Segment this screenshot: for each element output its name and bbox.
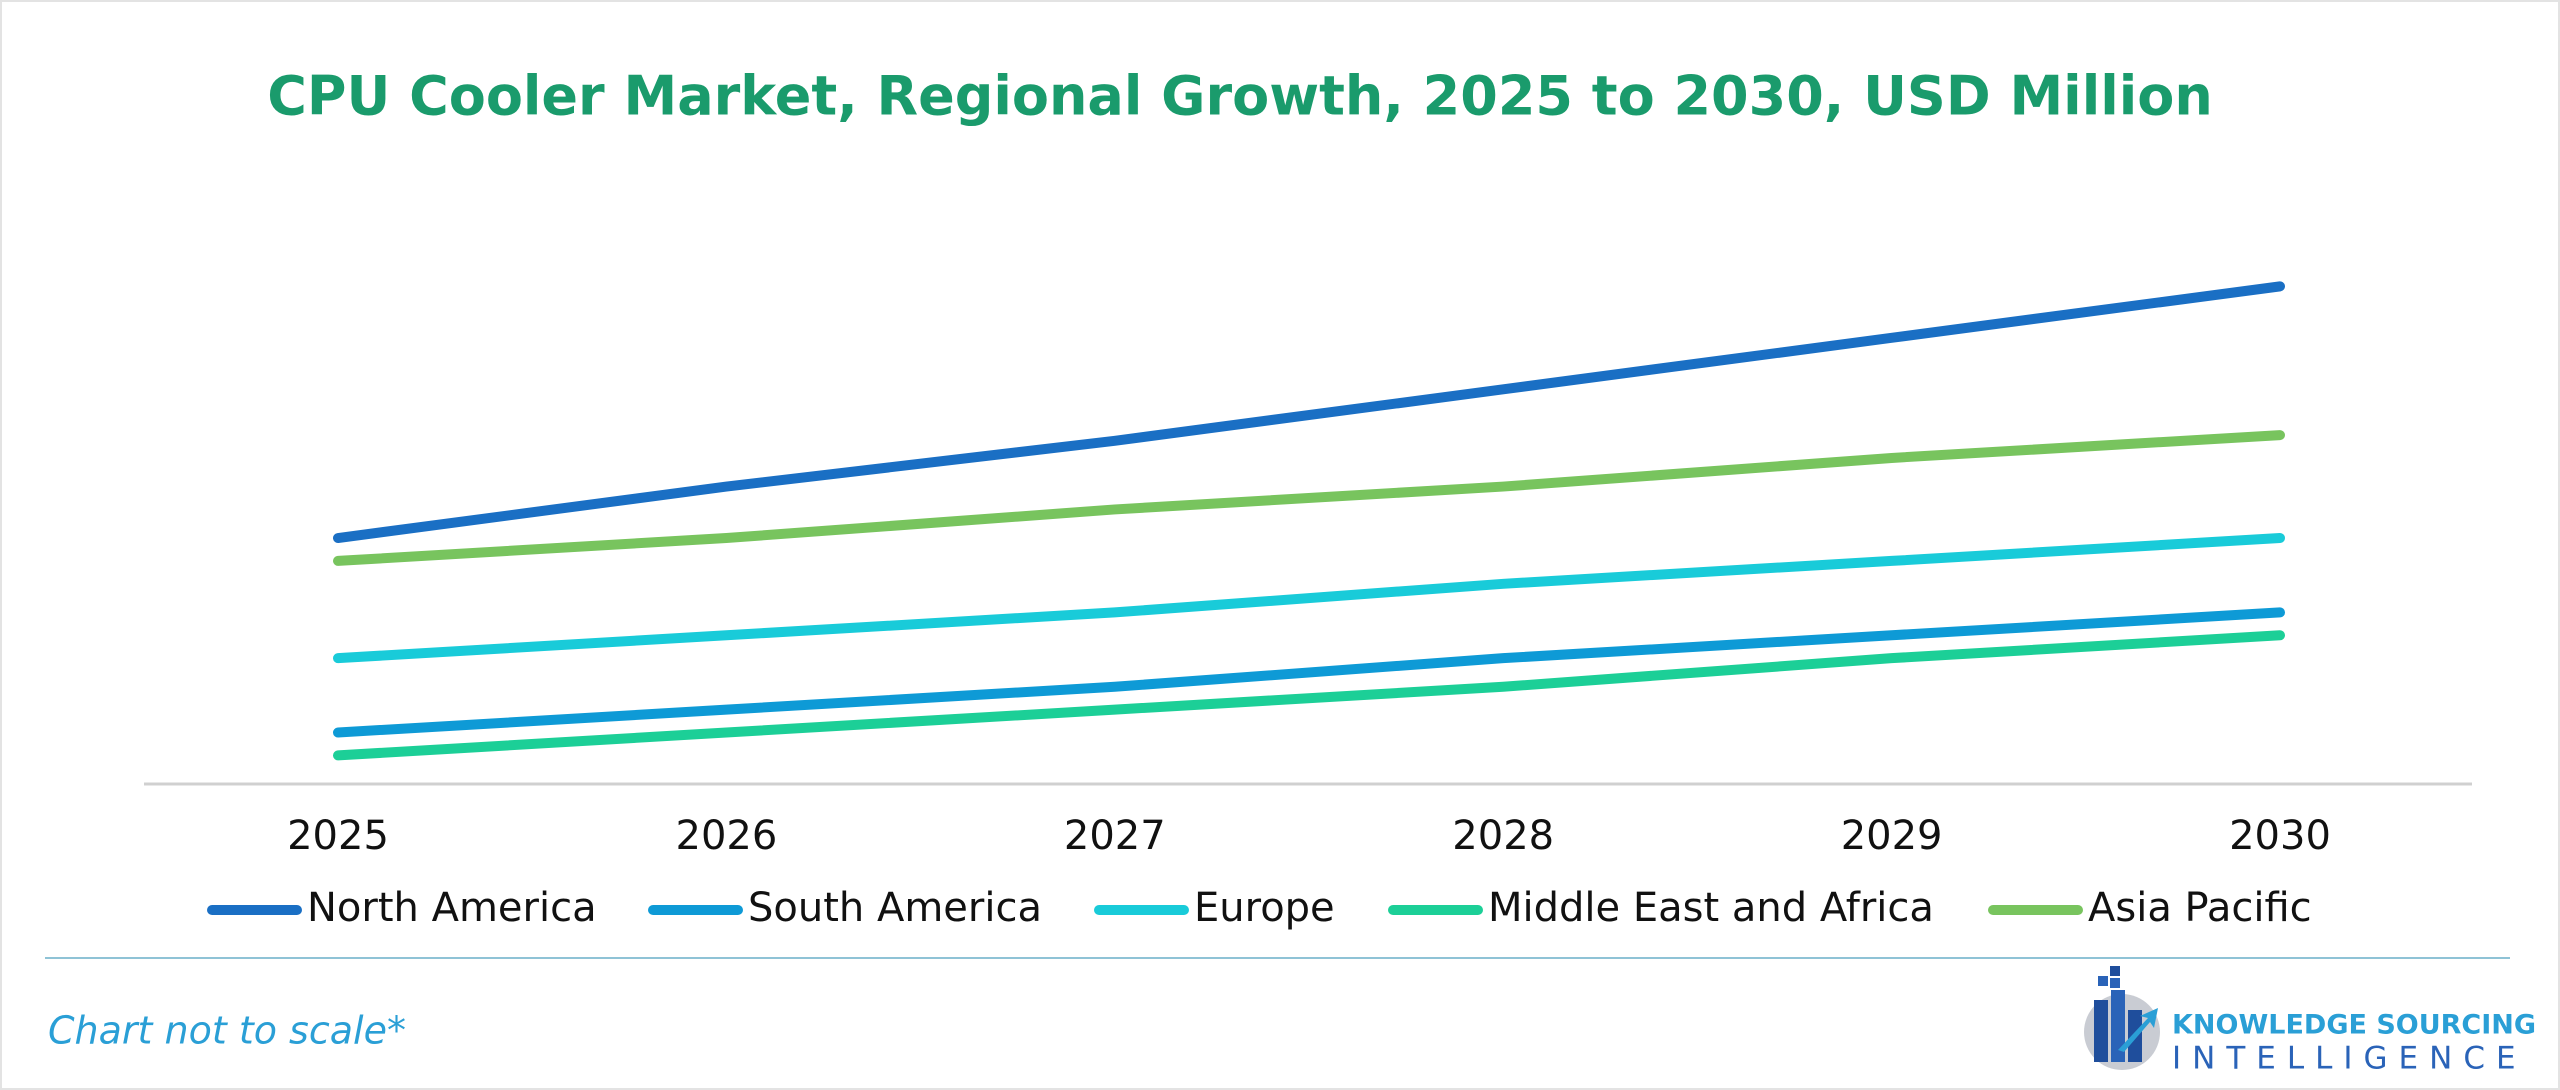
series-line — [333, 430, 2285, 566]
x-tick-label: 2025 — [287, 813, 389, 859]
x-tick-label: 2028 — [1452, 813, 1554, 859]
x-tick-label: 2030 — [2229, 813, 2331, 859]
x-tick-label: 2029 — [1841, 813, 1943, 859]
series-line — [333, 630, 2285, 761]
logo-text: INTELLIGENCE — [2172, 1041, 2527, 1077]
legend-label: Europe — [1194, 885, 1335, 931]
legend-label: Middle East and Africa — [1488, 885, 1934, 931]
series-line — [333, 607, 2285, 738]
logo-icon — [2084, 966, 2160, 1070]
chart-title: CPU Cooler Market, Regional Growth, 2025… — [267, 65, 2213, 128]
x-tick-label: 2027 — [1064, 813, 1166, 859]
legend-label: South America — [748, 885, 1042, 931]
logo-text: KNOWLEDGE SOURCING — [2172, 1010, 2536, 1041]
legend-label: North America — [307, 885, 597, 931]
legend-label: Asia Pacific — [2088, 885, 2312, 931]
series-line — [333, 533, 2285, 664]
series-line — [333, 281, 2285, 544]
footnote: Chart not to scale* — [48, 1009, 406, 1053]
x-tick-label: 2026 — [676, 813, 778, 859]
